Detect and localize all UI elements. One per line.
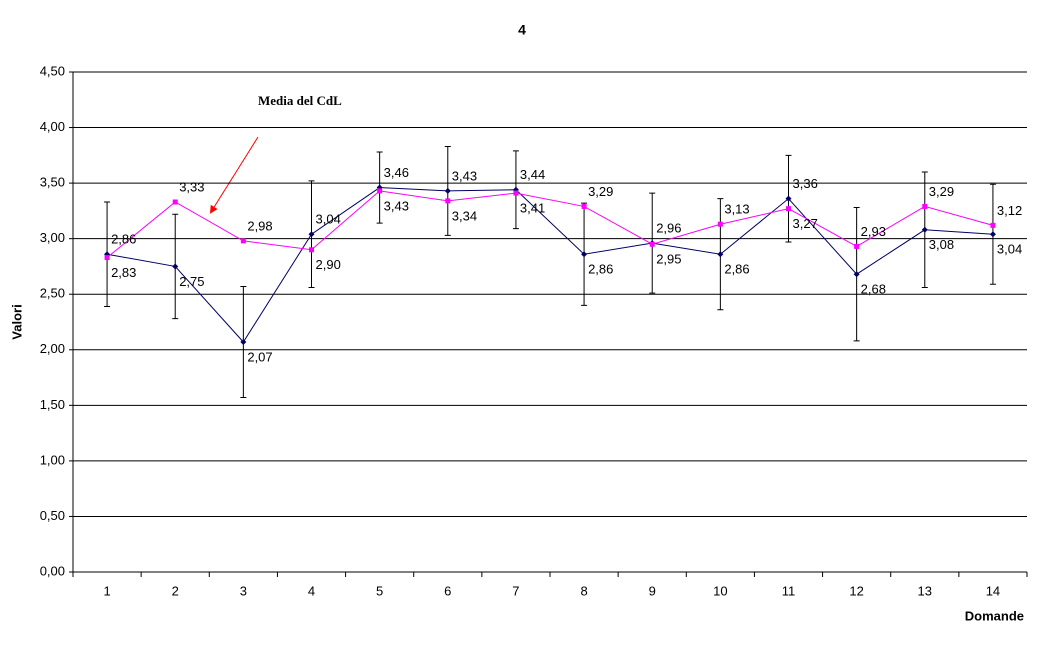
data-label: 2,83 bbox=[111, 265, 136, 280]
annotation: Media del CdL bbox=[258, 93, 342, 108]
data-label: 3,44 bbox=[520, 167, 545, 182]
marker bbox=[581, 203, 587, 209]
x-tick-label: 7 bbox=[512, 583, 519, 598]
marker bbox=[854, 243, 860, 249]
y-tick-label: 3,00 bbox=[40, 230, 65, 245]
data-label: 3,13 bbox=[724, 202, 749, 217]
data-label: 3,41 bbox=[520, 201, 545, 216]
x-tick-label: 9 bbox=[649, 583, 656, 598]
data-label: 2,98 bbox=[247, 218, 272, 233]
annotation-arrow bbox=[209, 136, 259, 214]
x-tick-label: 8 bbox=[580, 583, 587, 598]
data-label: 2,75 bbox=[179, 274, 204, 289]
y-tick-label: 0,00 bbox=[40, 563, 65, 578]
data-label: 3,29 bbox=[929, 184, 954, 199]
x-tick-label: 12 bbox=[849, 583, 863, 598]
marker bbox=[921, 226, 928, 233]
marker bbox=[853, 271, 860, 278]
data-label: 3,27 bbox=[793, 216, 818, 231]
data-label: 2,96 bbox=[656, 221, 681, 236]
marker bbox=[309, 247, 314, 253]
data-label: 3,36 bbox=[793, 176, 818, 191]
series-line bbox=[106, 187, 993, 343]
data-label: 3,12 bbox=[997, 203, 1022, 218]
marker bbox=[649, 241, 655, 247]
x-tick-label: 4 bbox=[308, 583, 315, 598]
data-label: 2,90 bbox=[316, 257, 341, 272]
y-tick-label: 4,50 bbox=[40, 63, 65, 78]
data-label: 3,04 bbox=[997, 242, 1022, 257]
data-label: 3,04 bbox=[316, 212, 341, 227]
x-tick-label: 10 bbox=[713, 583, 727, 598]
data-label: 2,95 bbox=[656, 252, 681, 267]
marker bbox=[240, 238, 246, 244]
y-tick-label: 1,50 bbox=[40, 397, 65, 412]
marker bbox=[717, 251, 724, 258]
data-label: 3,29 bbox=[588, 184, 613, 199]
data-label: 3,34 bbox=[452, 208, 477, 223]
x-tick-label: 14 bbox=[986, 583, 1000, 598]
data-label: 3,43 bbox=[452, 168, 477, 183]
y-tick-label: 2,00 bbox=[40, 341, 65, 356]
data-label: 3,08 bbox=[929, 237, 954, 252]
marker bbox=[786, 206, 791, 212]
marker bbox=[990, 222, 996, 228]
data-label: 3,33 bbox=[179, 179, 204, 194]
marker bbox=[513, 190, 519, 196]
marker bbox=[785, 195, 792, 202]
marker bbox=[717, 221, 723, 227]
data-label: 2,93 bbox=[861, 224, 886, 239]
marker bbox=[377, 188, 383, 194]
x-axis-label: Domande bbox=[965, 608, 1024, 623]
x-tick-label: 6 bbox=[444, 583, 451, 598]
y-tick-label: 0,50 bbox=[40, 508, 65, 523]
series-line bbox=[106, 190, 994, 258]
y-axis-label: Valori bbox=[9, 304, 24, 339]
data-label: 3,46 bbox=[384, 165, 409, 180]
x-tick-label: 13 bbox=[918, 583, 932, 598]
marker bbox=[172, 199, 178, 205]
x-tick-label: 1 bbox=[103, 583, 110, 598]
data-label: 2,86 bbox=[724, 262, 749, 277]
x-tick-label: 2 bbox=[172, 583, 179, 598]
y-tick-label: 3,50 bbox=[40, 175, 65, 190]
marker bbox=[172, 263, 179, 270]
marker bbox=[240, 339, 247, 345]
y-tick-label: 4,00 bbox=[40, 119, 65, 134]
marker bbox=[922, 203, 928, 209]
data-label: 2,86 bbox=[111, 232, 136, 247]
y-tick-label: 1,00 bbox=[40, 452, 65, 467]
x-tick-label: 3 bbox=[240, 583, 247, 598]
chart-title: 4 bbox=[518, 22, 526, 38]
marker bbox=[581, 251, 588, 258]
x-tick-label: 11 bbox=[782, 583, 796, 598]
marker bbox=[989, 231, 996, 238]
data-label: 3,43 bbox=[384, 198, 409, 213]
marker bbox=[445, 198, 451, 204]
x-tick-label: 5 bbox=[376, 583, 383, 598]
marker bbox=[444, 187, 451, 194]
y-tick-label: 2,50 bbox=[40, 286, 65, 301]
data-label: 2,07 bbox=[247, 349, 272, 364]
marker bbox=[308, 231, 315, 238]
marker bbox=[104, 255, 110, 261]
data-label: 2,86 bbox=[588, 262, 613, 277]
data-label: 2,68 bbox=[861, 282, 886, 297]
